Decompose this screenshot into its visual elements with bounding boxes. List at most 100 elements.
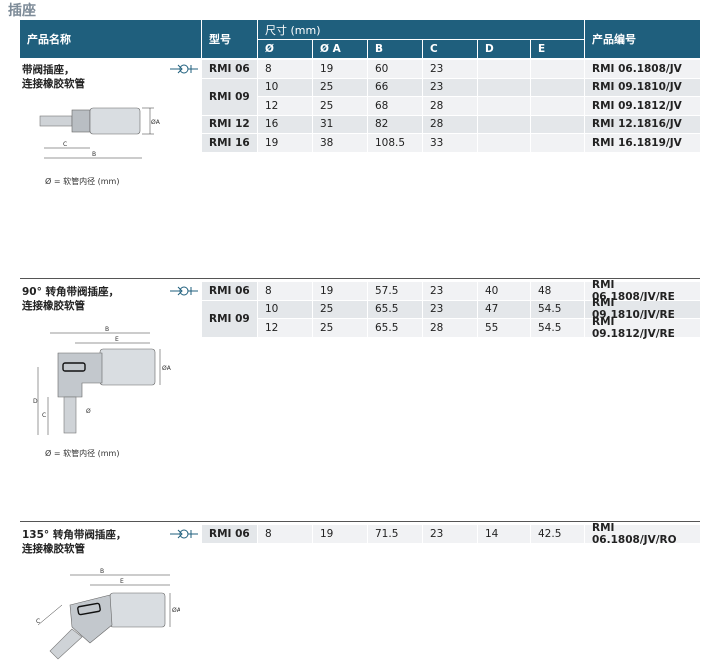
footnote: Ø = 软管内径 (mm) (45, 177, 120, 186)
dimension-cell: 10 (258, 78, 312, 96)
dimension-cell: 71.5 (368, 525, 422, 543)
dimension-cell: 68 (368, 97, 422, 115)
footnote: Ø = 软管内径 (mm) (45, 449, 120, 458)
dimension-cell (531, 134, 584, 152)
dimension-cell: 57.5 (368, 282, 422, 300)
model: RMI 06 (202, 525, 257, 543)
dimension-cell: 25 (313, 97, 367, 115)
dimension-cell: 33 (423, 134, 477, 152)
part-number: RMI 09.1810/JV (585, 78, 700, 96)
dimension-cell: 60 (368, 60, 422, 78)
product-name: 90° 转角带阀插座， 连接橡胶软管 (22, 285, 172, 313)
part-number: RMI 09.1812/JV (585, 97, 700, 115)
page-title: 插座 (8, 3, 36, 19)
dimension-cell: 8 (258, 525, 312, 543)
diagram: ØA C B (39, 107, 161, 159)
header-part-number: 产品编号 (585, 20, 700, 58)
dimension-cell: 23 (423, 60, 477, 78)
header-dim-column: Ø A (313, 40, 367, 58)
dimension-cell: 16 (258, 115, 312, 133)
dimension-cell: 19 (313, 525, 367, 543)
dimension-cell: 54.5 (531, 319, 584, 337)
dimension-cell (531, 97, 584, 115)
model: RMI 12 (202, 115, 257, 133)
header-model: 型号 (202, 20, 257, 58)
dim-label: C (42, 412, 46, 419)
dimension-cell (478, 134, 530, 152)
name-line: 带阀插座， (22, 64, 75, 76)
dimension-cell (478, 97, 530, 115)
dimension-cell: 12 (258, 97, 312, 115)
dim-label: D (33, 398, 38, 405)
dimension-cell: 28 (423, 115, 477, 133)
dim-label: E (115, 336, 119, 343)
model: RMI 09 (202, 300, 257, 337)
part-number: RMI 06.1808/JV/RO (585, 522, 700, 546)
dimension-cell: 48 (531, 282, 584, 300)
dimension-cell: 8 (258, 282, 312, 300)
dimension-cell (478, 78, 530, 96)
dimension-cell: 12 (258, 319, 312, 337)
dim-label: ØA (172, 607, 180, 614)
dimension-cell: 54.5 (531, 300, 584, 318)
dimension-cell: 25 (313, 78, 367, 96)
model: RMI 06 (202, 282, 257, 300)
dim-label: C (63, 141, 67, 148)
name-line: 连接橡胶软管 (22, 78, 85, 90)
name-line: 135° 转角带阀插座， (22, 529, 127, 541)
dimension-cell: 23 (423, 78, 477, 96)
header-dim-column: C (423, 40, 477, 58)
dimension-cell (531, 115, 584, 133)
diagram: B E C ØA (36, 568, 180, 660)
dimension-cell (478, 60, 530, 78)
dimension-cell: 66 (368, 78, 422, 96)
header-dim-column: D (478, 40, 530, 58)
dim-label: E (120, 578, 124, 585)
dimension-cell: 31 (313, 115, 367, 133)
dimension-cell: 19 (258, 134, 312, 152)
dimension-cell: 28 (423, 97, 477, 115)
part-number: RMI 09.1812/JV/RE (585, 316, 700, 340)
header-dim-column: E (531, 40, 584, 58)
dimension-cell: 19 (313, 282, 367, 300)
name-line: 连接橡胶软管 (22, 300, 85, 312)
model: RMI 06 (202, 60, 257, 78)
dim-label: ØA (151, 119, 161, 126)
product-name: 135° 转角带阀插座， 连接橡胶软管 (22, 528, 172, 556)
dimension-cell: 65.5 (368, 300, 422, 318)
dimension-cell (531, 60, 584, 78)
dim-label: B (100, 568, 104, 575)
dimension-cell: 19 (313, 60, 367, 78)
dimension-cell (478, 115, 530, 133)
dimension-cell: 42.5 (531, 525, 584, 543)
dimension-cell: 23 (423, 525, 477, 543)
dim-label: ØA (162, 365, 172, 372)
dimension-cell: 10 (258, 300, 312, 318)
dimension-cell: 14 (478, 525, 530, 543)
valve-icon (170, 529, 198, 539)
dimension-cell: 82 (368, 115, 422, 133)
header-dim-column: B (368, 40, 422, 58)
header-dim-column: Ø (258, 40, 312, 58)
name-line: 90° 转角带阀插座， (22, 286, 120, 298)
product-name: 带阀插座， 连接橡胶软管 (22, 63, 172, 91)
dim-label: B (92, 151, 96, 158)
dimension-cell: 65.5 (368, 319, 422, 337)
header-product-name: 产品名称 (20, 20, 201, 58)
name-line: 连接橡胶软管 (22, 543, 85, 555)
dimension-cell: 25 (313, 319, 367, 337)
dimension-cell: 23 (423, 300, 477, 318)
header-dimensions: 尺寸 (mm) (258, 20, 584, 39)
dim-label: B (105, 326, 109, 333)
part-number: RMI 06.1808/JV (585, 60, 700, 78)
model: RMI 09 (202, 78, 257, 115)
dimension-cell: 47 (478, 300, 530, 318)
part-number: RMI 12.1816/JV (585, 115, 700, 133)
dimension-cell: 38 (313, 134, 367, 152)
dimension-cell: 25 (313, 300, 367, 318)
dim-label: Ø (86, 408, 91, 415)
diagram: B E ØA D C Ø (33, 326, 172, 435)
dimension-cell (531, 78, 584, 96)
dimension-cell: 23 (423, 282, 477, 300)
